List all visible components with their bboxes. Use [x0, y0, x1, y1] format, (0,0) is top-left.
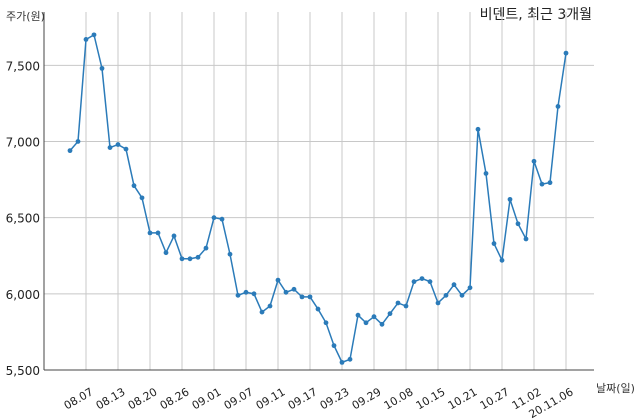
y-tick-label: 5,500	[6, 364, 40, 378]
data-point	[403, 303, 409, 309]
data-point	[339, 359, 345, 365]
data-point	[523, 236, 529, 242]
data-point	[323, 320, 329, 326]
data-point	[491, 241, 497, 246]
data-point	[515, 221, 521, 227]
price-line	[69, 33, 567, 364]
x-tick-label: 08.26	[158, 385, 192, 412]
data-point	[443, 292, 449, 298]
y-tick-label: 6,000	[6, 288, 40, 302]
x-tick-label: 10.21	[446, 385, 480, 412]
data-point	[419, 276, 425, 281]
data-point	[115, 142, 121, 147]
x-tick-label: 09.29	[350, 385, 384, 412]
x-axis-label: 날짜(일)	[596, 382, 635, 395]
data-point	[475, 126, 481, 132]
data-point	[483, 171, 489, 176]
data-point	[355, 312, 361, 318]
y-axis-label: 주가(원)	[6, 10, 45, 23]
data-point	[99, 65, 105, 71]
data-point	[347, 356, 353, 362]
y-tick-label: 7,500	[6, 59, 40, 73]
data-point	[307, 294, 313, 300]
x-tick-label: 10.08	[382, 385, 416, 412]
data-point	[75, 139, 81, 144]
x-tick-label: 09.11	[254, 385, 288, 412]
data-point	[467, 285, 473, 291]
data-point	[171, 233, 177, 239]
data-point	[155, 230, 161, 236]
data-point	[499, 257, 505, 263]
data-point	[507, 196, 513, 202]
data-point	[555, 104, 561, 109]
data-point	[563, 50, 569, 56]
data-point	[531, 158, 537, 164]
data-point	[547, 180, 553, 186]
data-point	[435, 300, 441, 306]
data-point	[411, 279, 417, 285]
data-point	[251, 291, 257, 297]
data-point	[163, 250, 169, 256]
data-point	[147, 230, 153, 236]
data-point	[395, 300, 401, 306]
data-point	[139, 195, 145, 201]
y-tick-label: 7,000	[6, 135, 40, 149]
x-tick-label: 10.15	[414, 385, 448, 412]
y-tick-label: 6,500	[6, 212, 40, 226]
data-point	[451, 282, 457, 288]
data-point	[107, 145, 113, 150]
data-point	[291, 286, 297, 292]
data-point	[195, 254, 201, 260]
data-point	[379, 321, 385, 327]
x-tick-label: 09.07	[222, 385, 256, 412]
data-point	[83, 37, 89, 42]
data-point	[243, 289, 249, 295]
data-point	[267, 303, 273, 309]
data-point	[387, 311, 393, 317]
data-point	[187, 256, 193, 262]
data-point	[67, 148, 73, 154]
data-point	[235, 292, 241, 298]
data-point	[371, 314, 377, 320]
data-point	[539, 181, 545, 187]
data-point	[91, 32, 97, 38]
x-tick-label: 09.17	[286, 385, 320, 412]
data-point	[211, 215, 217, 221]
x-tick-label: 10.27	[478, 385, 512, 412]
x-tick-label: 08.20	[126, 385, 160, 412]
data-point	[315, 306, 321, 312]
data-point	[299, 294, 305, 300]
data-point	[179, 256, 185, 262]
x-tick-label: 08.07	[62, 385, 96, 412]
data-point	[259, 309, 265, 315]
data-point	[331, 343, 337, 349]
x-tick-label: 08.13	[94, 385, 128, 412]
data-point	[363, 320, 369, 326]
data-point	[275, 277, 281, 283]
data-point	[283, 289, 289, 295]
data-point	[427, 279, 433, 285]
chart-title: 비덴트, 최근 3개월	[479, 7, 592, 23]
x-tick-label: 09.01	[190, 385, 224, 412]
data-point	[123, 146, 129, 152]
data-point	[459, 292, 465, 298]
data-point	[203, 245, 209, 251]
x-tick-label: 09.23	[318, 385, 352, 412]
data-point	[219, 216, 225, 222]
data-point	[131, 183, 137, 189]
data-point	[227, 251, 233, 257]
